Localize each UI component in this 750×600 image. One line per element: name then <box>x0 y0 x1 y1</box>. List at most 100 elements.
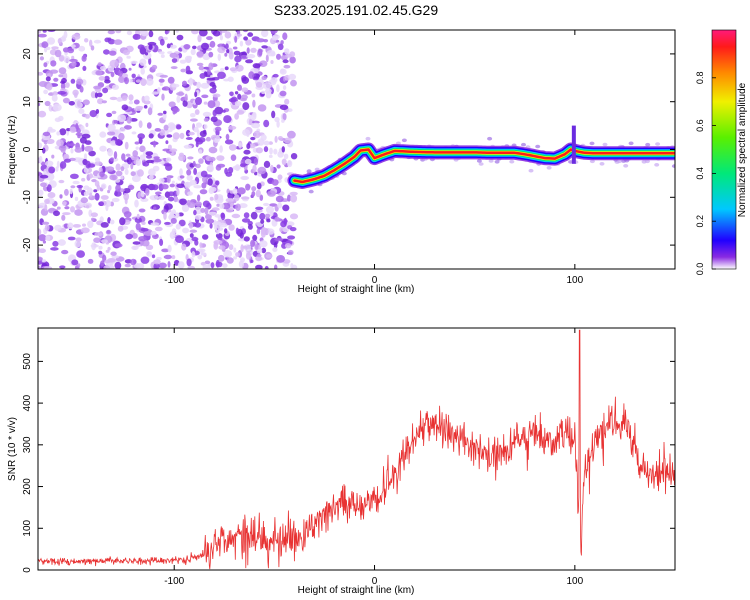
noise-speckle <box>243 236 250 242</box>
noise-speckle <box>276 53 281 60</box>
noise-speckle <box>76 250 85 258</box>
noise-speckle <box>85 122 89 128</box>
noise-speckle <box>210 116 218 123</box>
noise-speckle <box>105 166 115 172</box>
noise-speckle <box>252 99 256 108</box>
ridge-fuzz <box>655 142 661 146</box>
noise-speckle <box>192 160 196 167</box>
noise-speckle <box>169 44 177 49</box>
noise-speckle <box>46 184 52 193</box>
noise-speckle <box>53 77 59 82</box>
noise-speckle <box>250 259 254 263</box>
noise-speckle <box>123 211 132 218</box>
noise-speckle <box>217 236 223 241</box>
noise-speckle <box>139 58 147 66</box>
noise-speckle <box>197 34 202 43</box>
noise-speckle <box>163 211 167 220</box>
noise-speckle <box>254 244 259 251</box>
noise-speckle <box>94 161 103 166</box>
noise-speckle <box>89 39 93 47</box>
noise-speckle <box>263 146 269 153</box>
snr-y-ticks: 0 100 200 300 400 500 <box>22 353 675 573</box>
noise-speckle <box>250 136 256 141</box>
noise-speckle <box>196 62 204 67</box>
noise-speckle <box>209 223 213 229</box>
noise-speckle <box>212 30 221 37</box>
noise-speckle <box>274 216 280 222</box>
noise-speckle <box>145 187 150 196</box>
noise-speckle <box>201 94 209 99</box>
colorbar-tick-label: 0.4 <box>695 167 705 180</box>
spectrogram-x-tick-label: 100 <box>566 275 583 286</box>
noise-speckle <box>202 200 210 208</box>
noise-speckle <box>104 79 111 84</box>
noise-speckle <box>38 265 41 269</box>
noise-speckle <box>61 214 66 221</box>
noise-speckle <box>175 212 180 218</box>
noise-speckle <box>134 199 139 208</box>
noise-speckle <box>255 189 261 198</box>
noise-speckle <box>132 232 138 239</box>
noise-speckle <box>147 107 153 116</box>
ridge-fuzz <box>602 142 608 147</box>
noise-speckle <box>153 259 161 265</box>
noise-speckle <box>75 123 79 130</box>
noise-speckle <box>165 140 169 145</box>
noise-speckle <box>59 161 67 169</box>
noise-speckle <box>38 234 47 242</box>
noise-speckle <box>195 142 199 148</box>
noise-speckle <box>123 192 130 201</box>
figure-title: S233.2025.191.02.45.G29 <box>274 2 438 18</box>
noise-speckle <box>217 53 221 61</box>
noise-speckle <box>261 227 269 235</box>
ridge-fuzz <box>308 189 314 194</box>
noise-speckle <box>264 213 271 218</box>
noise-speckle <box>70 185 76 189</box>
noise-speckle <box>69 188 73 195</box>
snr-y-tick-label: 400 <box>22 394 33 411</box>
noise-speckle <box>74 147 83 153</box>
noise-speckle <box>261 45 268 49</box>
snr-series <box>38 329 675 570</box>
noise-speckle <box>251 93 256 98</box>
noise-speckle <box>173 196 179 203</box>
noise-speckle <box>91 217 95 221</box>
noise-speckle <box>199 242 203 249</box>
noise-speckle <box>240 54 249 60</box>
noise-speckle <box>138 236 147 242</box>
noise-speckle <box>145 151 154 156</box>
noise-speckle <box>167 144 172 150</box>
noise-speckle <box>96 92 103 98</box>
noise-speckle <box>223 250 233 258</box>
noise-speckle <box>68 143 76 147</box>
noise-speckle <box>208 51 214 58</box>
noise-speckle <box>282 32 288 40</box>
noise-speckle <box>109 219 115 225</box>
snr-x-label: Height of straight line (km) <box>298 585 415 596</box>
noise-speckle <box>38 248 46 253</box>
noise-speckle <box>242 30 249 33</box>
noise-speckle <box>195 163 201 169</box>
noise-speckle <box>82 54 86 60</box>
noise-speckle <box>196 51 204 57</box>
noise-speckle <box>99 171 105 178</box>
noise-speckle <box>121 104 129 111</box>
noise-speckle <box>270 51 276 57</box>
noise-speckle <box>198 65 204 71</box>
noise-speckle <box>209 196 214 201</box>
noise-speckle <box>62 47 70 53</box>
noise-speckle <box>176 95 181 103</box>
noise-speckle <box>238 203 248 209</box>
ridge-fuzz <box>599 162 605 166</box>
noise-speckle <box>202 111 212 117</box>
noise-speckle <box>135 158 141 166</box>
noise-speckle <box>179 198 187 205</box>
noise-speckle <box>194 137 202 143</box>
noise-speckle <box>107 217 111 224</box>
noise-speckle <box>38 96 41 102</box>
noise-speckle <box>233 50 241 56</box>
noise-speckle <box>203 101 208 105</box>
noise-speckle <box>101 100 107 104</box>
noise-speckle <box>100 222 109 228</box>
